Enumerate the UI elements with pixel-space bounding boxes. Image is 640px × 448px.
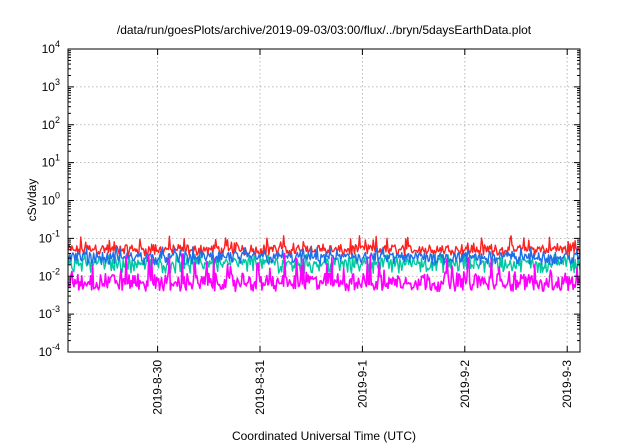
y-tick-label: 100 [42,191,60,208]
grid [68,49,580,352]
y-tick-label: 10-4 [39,342,60,359]
y-tick-label: 10-3 [39,304,60,321]
x-axis: 2019-8-30 2019-8-31 2019-9-1 2019-9-2 2019-9… [151,49,574,415]
series-layer [67,235,581,293]
series-line [67,246,581,266]
y-tick-label: 10-2 [39,266,60,283]
x-tick-label: 2019-9-3 [560,360,574,408]
y-tick-label: 102 [42,115,60,132]
series-line [67,252,581,293]
x-tick-label: 2019-9-2 [458,360,472,408]
x-tick-label: 2019-8-31 [253,360,267,415]
y-axis-label: cSv/day [25,179,39,222]
y-tick-label: 101 [42,153,60,170]
y-tick-label: 104 [42,39,60,56]
x-axis-label: Coordinated Universal Time (UTC) [232,429,416,443]
y-tick-label: 10-1 [39,228,60,245]
x-tick-label: 2019-8-30 [151,360,165,415]
chart-title: /data/run/goesPlots/archive/2019-09-03/0… [117,23,532,37]
y-tick-label: 103 [42,77,60,94]
series-line [67,235,581,257]
x-tick-label: 2019-9-1 [355,360,369,408]
